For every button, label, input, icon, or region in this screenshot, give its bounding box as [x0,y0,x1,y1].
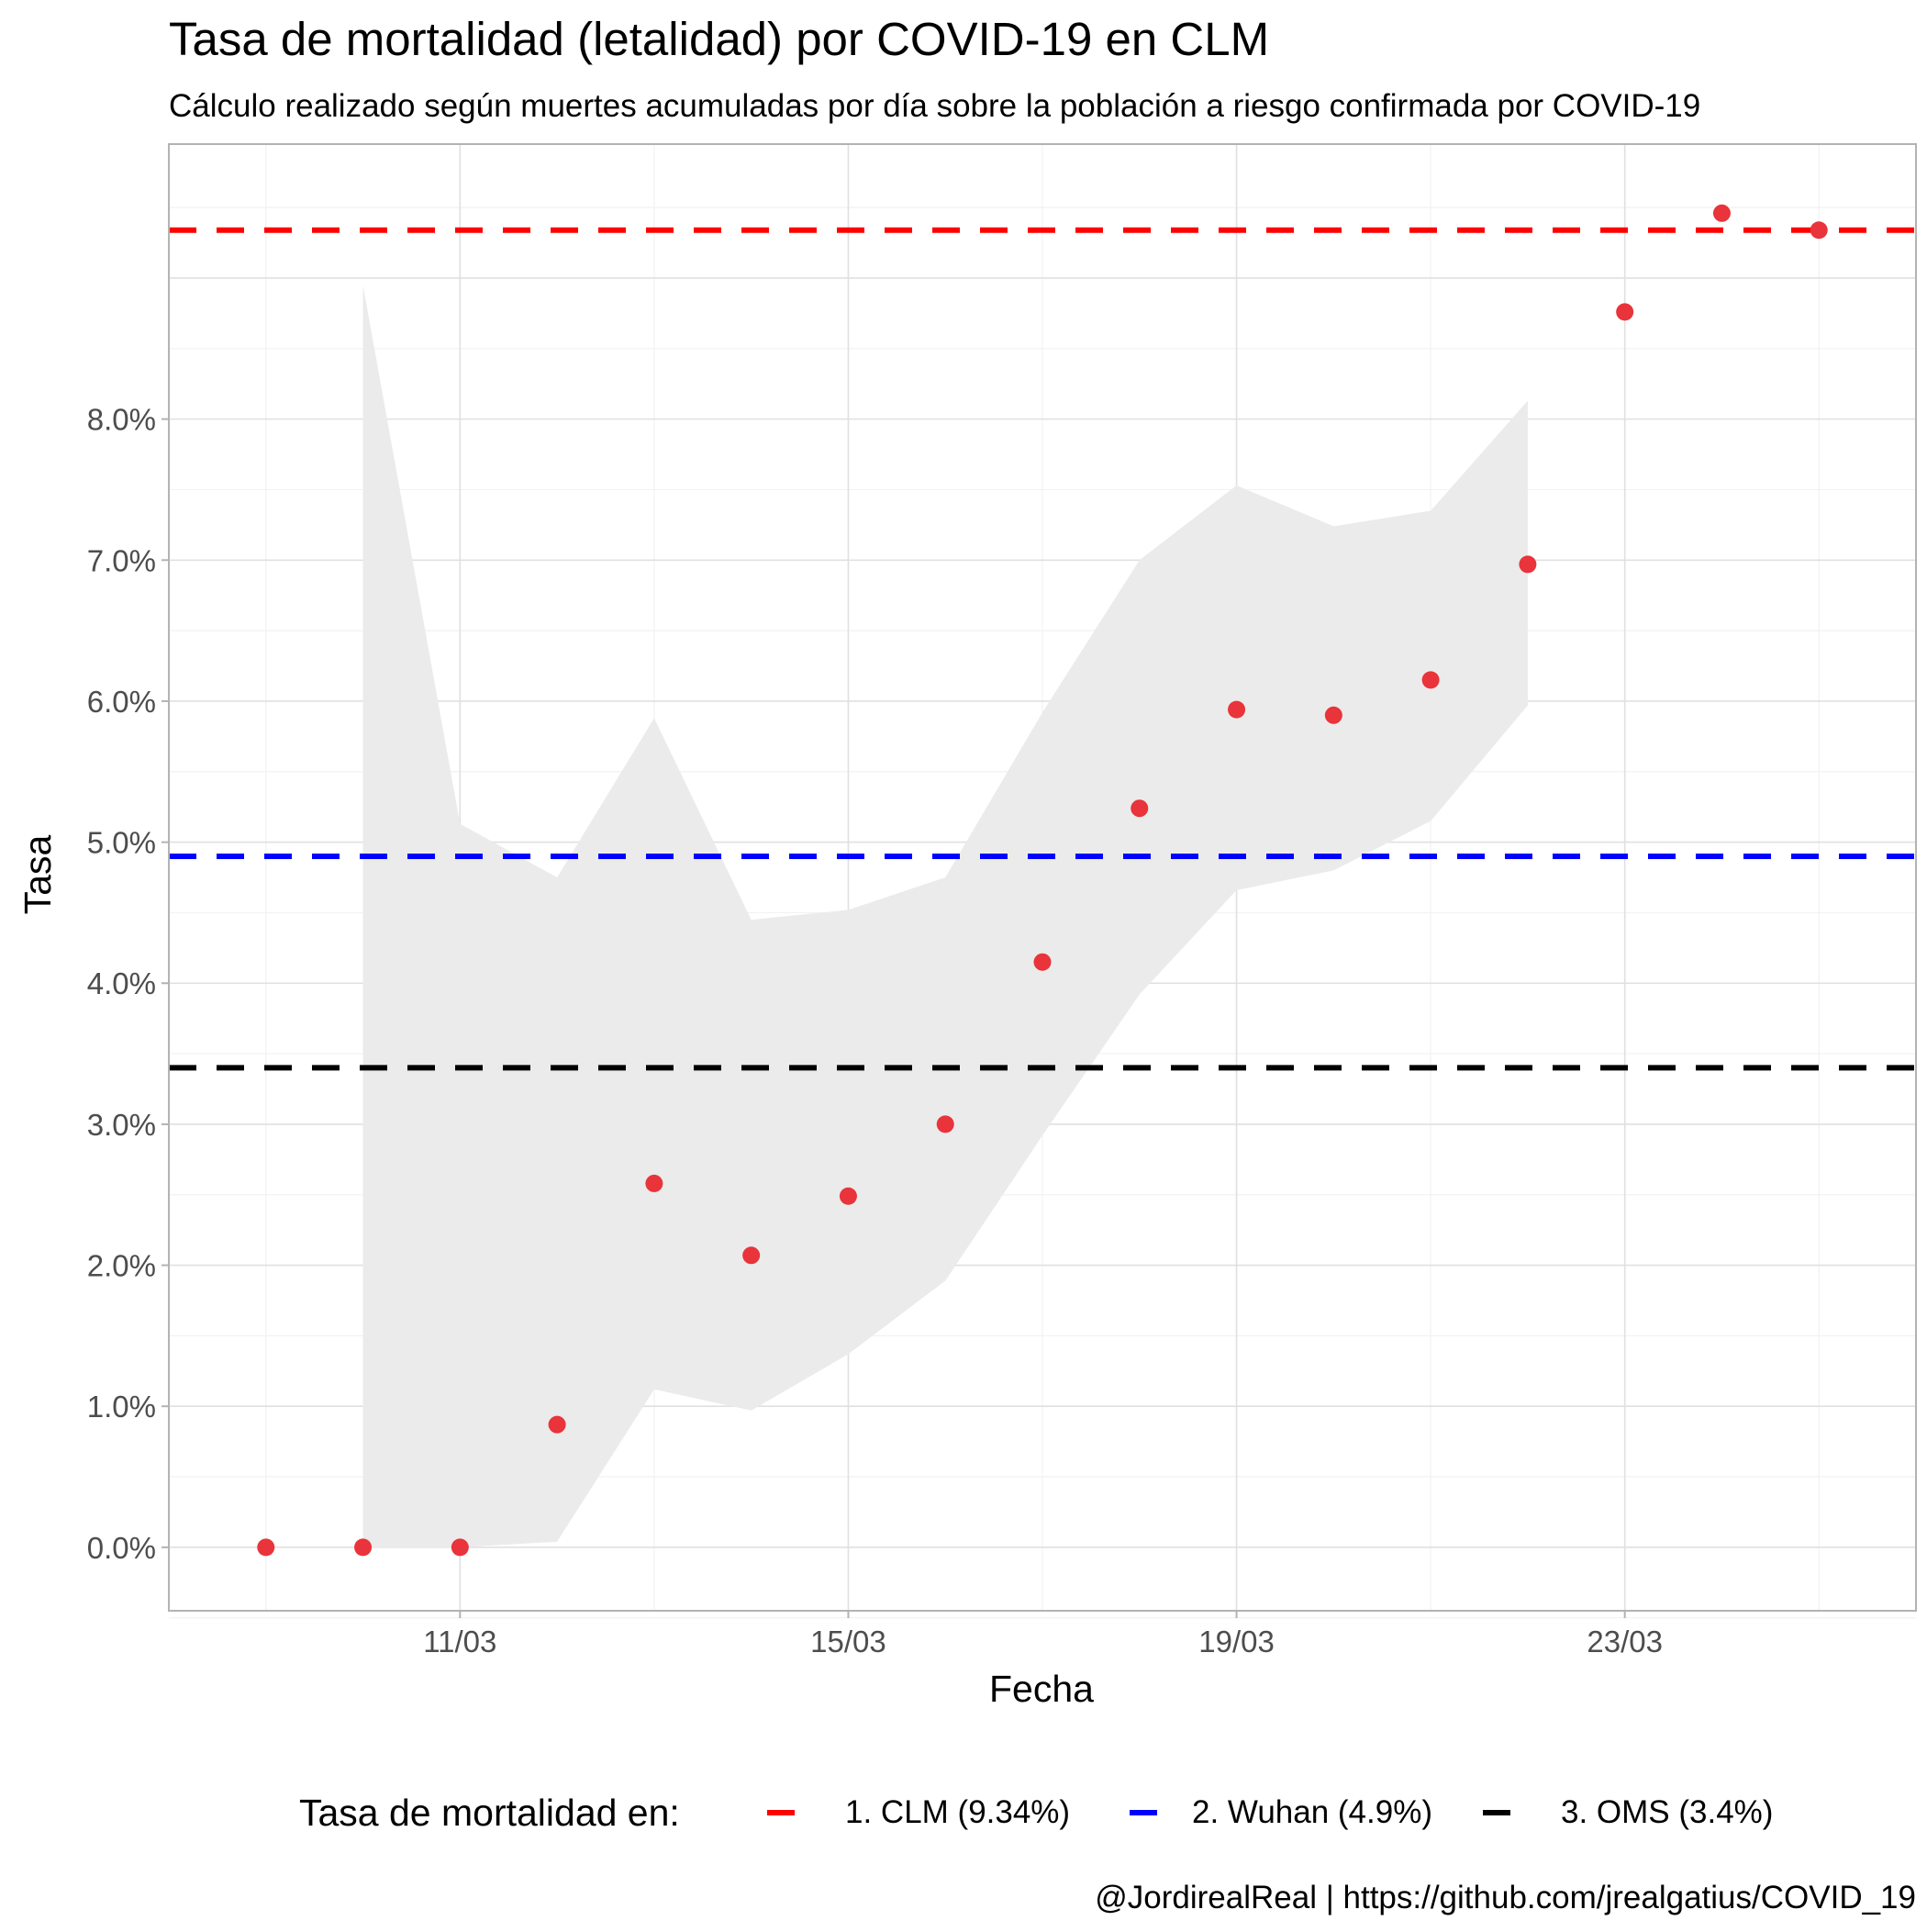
data-point [645,1174,663,1192]
legend-label-oms: 3. OMS (3.4%) [1561,1794,1773,1830]
data-point [1131,799,1149,818]
y-tick-label: 5.0% [87,826,156,860]
data-point [1228,700,1246,719]
y-tick-label: 8.0% [87,403,156,437]
x-tick-label: 15/03 [810,1625,886,1658]
x-tick-label: 11/03 [423,1625,496,1658]
panel-border [168,143,1917,1612]
data-point [1421,671,1440,689]
chart-caption: @JordirealReal | https://github.com/jrea… [1095,1880,1916,1915]
data-point [1033,953,1052,971]
y-tick-label: 4.0% [87,966,156,1000]
data-point [1712,204,1731,222]
data-point [1519,555,1537,574]
data-point [257,1538,275,1557]
y-tick-label: 2.0% [87,1249,156,1283]
data-point [548,1415,566,1434]
data-point [1324,706,1342,724]
data-point [354,1538,373,1557]
y-tick-label: 3.0% [87,1108,156,1142]
data-point [1616,303,1634,321]
data-point [451,1538,469,1557]
legend-title: Tasa de mortalidad en: [299,1792,680,1834]
plot-panel: 0.0% 1.0% 2.0% 3.0% 4.0% 5.0% 6.0% 7.0% 8.0% 11/0… [87,143,1917,1658]
y-tick-label: 0.0% [87,1531,156,1565]
legend-label-clm: 1. CLM (9.34%) [845,1794,1070,1830]
x-tick-label: 23/03 [1587,1625,1663,1658]
legend-label-wuhan: 2. Wuhan (4.9%) [1192,1794,1432,1830]
y-tick-label: 7.0% [87,543,156,577]
y-tick-label: 6.0% [87,685,156,719]
x-axis-label: Fecha [989,1668,1094,1710]
chart-title: Tasa de mortalidad (letalidad) por COVID… [169,13,1269,65]
data-point [936,1115,954,1134]
y-tick-label: 1.0% [87,1390,156,1424]
y-axis-label: Tasa [17,835,59,915]
data-point [1810,221,1828,240]
x-tick-label: 19/03 [1198,1625,1275,1658]
legend: Tasa de mortalidad en: 1. CLM (9.34%) 2.… [299,1792,1773,1834]
data-point [839,1187,857,1205]
data-point [742,1246,761,1265]
chart-subtitle: Cálculo realizado según muertes acumulad… [169,88,1700,124]
confidence-band [362,285,1528,1547]
